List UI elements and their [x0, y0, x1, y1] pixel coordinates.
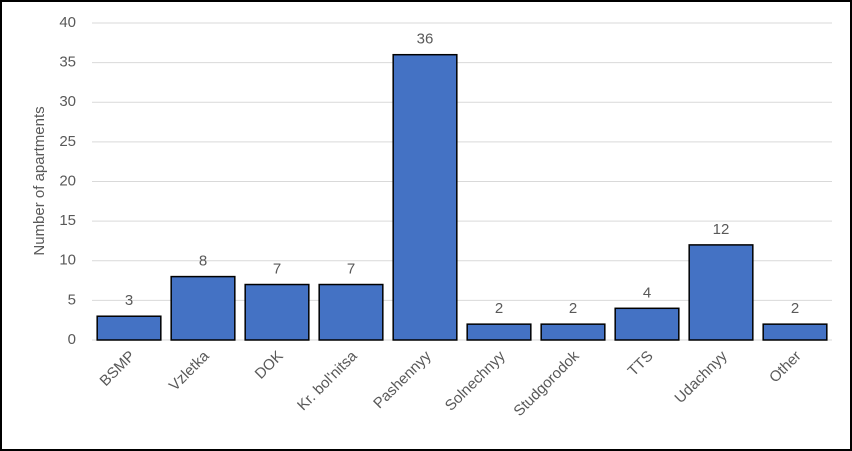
- bar: [318, 283, 384, 341]
- data-label: 7: [273, 260, 281, 277]
- data-label: 3: [125, 292, 133, 309]
- bar: [614, 307, 680, 341]
- y-tick-label: 5: [68, 291, 76, 308]
- data-label: 2: [569, 300, 577, 317]
- y-tick-label: 15: [59, 212, 76, 229]
- data-label: 7: [347, 260, 355, 277]
- y-tick-label: 35: [59, 54, 76, 71]
- bar: [244, 283, 310, 341]
- y-tick-label: 0: [68, 331, 76, 348]
- y-tick-label: 30: [59, 93, 76, 110]
- data-label: 12: [713, 221, 730, 238]
- y-tick-label: 10: [59, 252, 76, 269]
- bar: [96, 315, 162, 341]
- data-label: 36: [417, 31, 434, 48]
- bar: [170, 275, 236, 341]
- bar: [466, 323, 532, 341]
- y-tick-label: 40: [59, 14, 76, 31]
- bar: [392, 53, 458, 341]
- bar: [762, 323, 828, 341]
- data-label: 4: [643, 284, 651, 301]
- data-label: 2: [495, 300, 503, 317]
- y-tick-label: 20: [59, 172, 76, 189]
- data-label: 8: [199, 253, 207, 270]
- data-label: 2: [791, 300, 799, 317]
- bar: [688, 244, 754, 341]
- y-axis-label: Number of apartments: [31, 106, 48, 255]
- bar: [540, 323, 606, 341]
- y-tick-label: 25: [59, 133, 76, 150]
